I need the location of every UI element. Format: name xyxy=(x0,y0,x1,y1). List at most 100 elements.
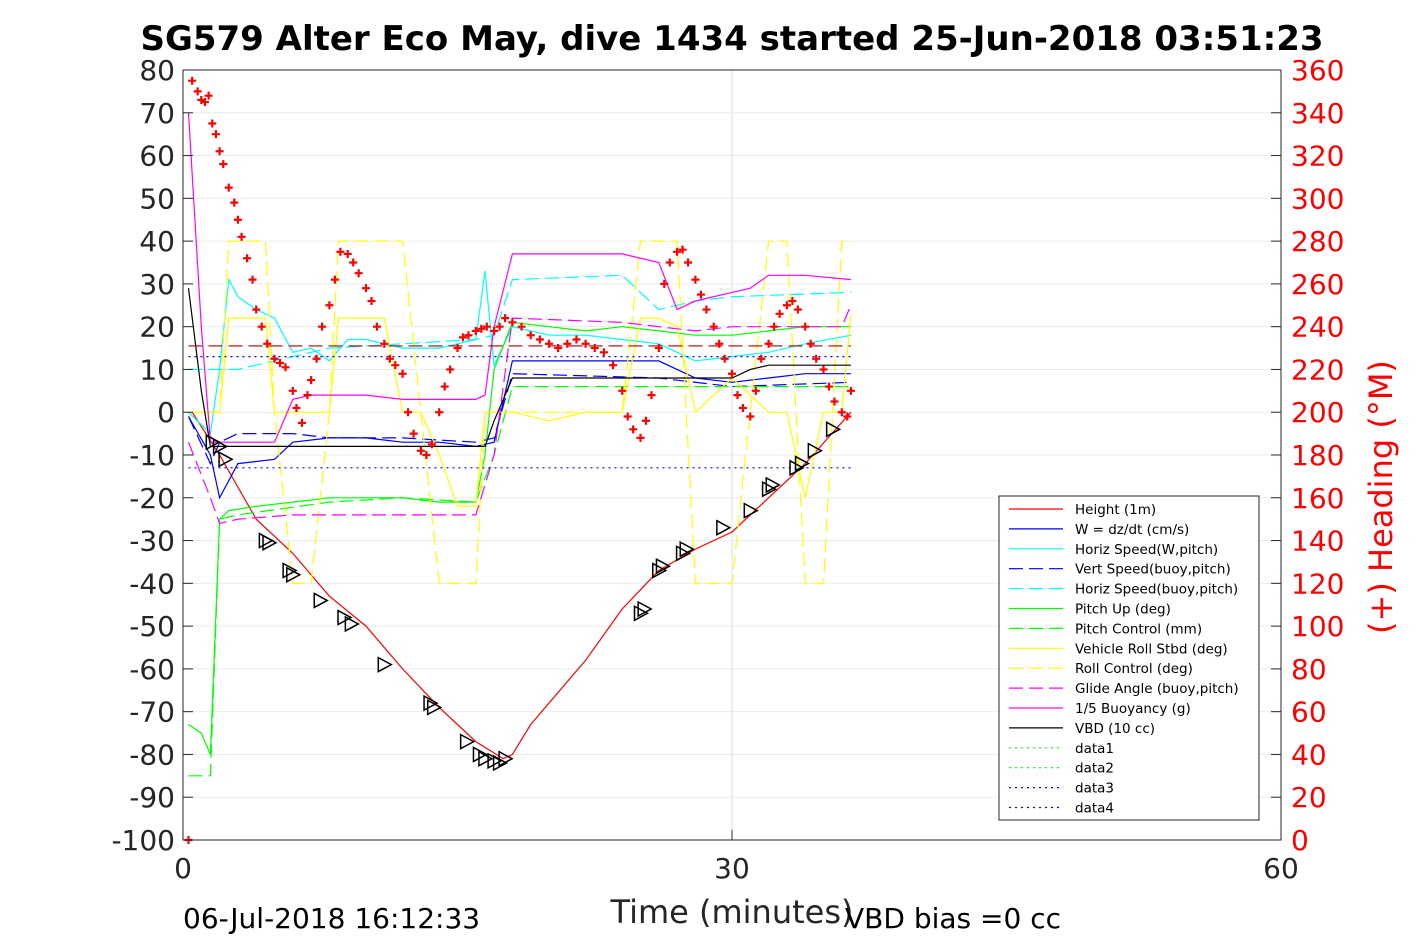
right-tick-label: 340 xyxy=(1291,97,1344,130)
left-tick-label: 50 xyxy=(139,182,175,215)
heading-point xyxy=(391,361,400,370)
heading-point xyxy=(733,391,742,400)
legend-label: VBD (10 cc) xyxy=(1075,721,1155,737)
heading-point xyxy=(581,339,590,348)
heading-point xyxy=(372,322,381,331)
heading-point xyxy=(647,391,656,400)
heading-point xyxy=(303,391,312,400)
depth-marker xyxy=(286,566,302,584)
left-tick-label: -60 xyxy=(129,653,175,686)
heading-point xyxy=(623,412,632,421)
left-tick-label: -30 xyxy=(129,525,175,558)
heading-point xyxy=(793,305,802,314)
heading-point xyxy=(243,254,252,263)
right-tick-label: 220 xyxy=(1291,353,1344,386)
heading-point xyxy=(275,359,284,368)
heading-point xyxy=(435,408,444,417)
depth-marker xyxy=(789,459,805,477)
heading-point xyxy=(318,322,327,331)
right-tick-label: 200 xyxy=(1291,396,1344,429)
heading-point xyxy=(801,322,810,331)
left-tick-label: 80 xyxy=(139,54,175,87)
left-tick-label: -90 xyxy=(129,781,175,814)
legend-label: Vert Speed(buoy,pitch) xyxy=(1075,562,1231,578)
heading-point xyxy=(830,397,839,406)
depth-marker xyxy=(262,534,278,551)
heading-point xyxy=(572,335,581,344)
heading-point xyxy=(464,331,473,340)
right-tick-label: 0 xyxy=(1291,824,1309,857)
depth-marker xyxy=(377,656,393,673)
heading-point xyxy=(788,297,797,305)
heading-point xyxy=(297,418,306,427)
heading-point xyxy=(563,339,572,348)
series-line-vbd-10-cc- xyxy=(187,288,851,447)
heading-point xyxy=(696,290,705,299)
legend-label: data4 xyxy=(1075,801,1114,817)
depth-marker xyxy=(652,562,668,579)
heading-point xyxy=(200,98,209,107)
heading-point xyxy=(292,403,301,412)
heading-point xyxy=(665,258,674,267)
heading-point xyxy=(281,363,290,372)
right-tick-label: 280 xyxy=(1291,225,1344,258)
heading-point xyxy=(446,365,455,374)
heading-point xyxy=(846,386,855,395)
series-line-1-5-buoyancy-g- xyxy=(187,112,851,443)
heading-point xyxy=(775,309,784,318)
heading-point xyxy=(495,322,504,331)
heading-point xyxy=(678,245,687,254)
heading-markers xyxy=(184,76,855,844)
heading-point xyxy=(193,87,202,96)
heading-point xyxy=(233,215,242,224)
heading-point xyxy=(453,344,462,353)
heading-point xyxy=(380,339,389,348)
heading-point xyxy=(385,354,394,363)
series-line-horiz-speed-buoy-pitch- xyxy=(188,274,851,370)
heading-point xyxy=(204,91,213,100)
depth-marker xyxy=(478,750,494,767)
depth-marker xyxy=(825,421,842,438)
heading-point xyxy=(545,339,553,348)
depth-marker xyxy=(492,754,509,772)
heading-point xyxy=(482,322,491,331)
left-tick-label: 0 xyxy=(157,396,175,429)
heading-point xyxy=(728,369,736,378)
right-tick-label: 40 xyxy=(1291,738,1327,771)
left-tick-label: -70 xyxy=(129,696,175,729)
heading-point xyxy=(219,160,228,169)
depth-marker xyxy=(472,746,489,763)
heading-point xyxy=(654,344,663,353)
right-tick-label: 300 xyxy=(1291,182,1344,215)
left-tick-label: -40 xyxy=(129,567,175,600)
depth-marker xyxy=(423,694,439,712)
heading-point xyxy=(362,284,370,293)
heading-point xyxy=(806,339,815,348)
heading-point xyxy=(343,249,352,258)
depth-marker xyxy=(218,451,234,468)
heading-point xyxy=(812,354,821,363)
depth-marker xyxy=(459,733,476,750)
depth-marker xyxy=(679,540,695,558)
heading-point xyxy=(508,318,517,327)
heading-point xyxy=(843,412,852,421)
heading-point xyxy=(270,354,279,363)
legend-label: 1/5 Buoyancy (g) xyxy=(1075,701,1191,717)
series-line-pitch-up-deg- xyxy=(188,321,851,755)
series-line-pitch-control-mm- xyxy=(188,386,851,777)
heading-point xyxy=(349,258,358,267)
series-line-glide-angle-buoy-pitch- xyxy=(187,305,852,525)
depth-marker xyxy=(205,433,221,451)
heading-point xyxy=(535,335,544,344)
heading-point xyxy=(709,322,718,331)
heading-point xyxy=(471,326,480,335)
x-axis-label: Time (minutes) xyxy=(610,893,854,931)
heading-point xyxy=(252,305,261,314)
left-tick-label: 60 xyxy=(139,140,175,173)
legend-label: Pitch Control (mm) xyxy=(1075,621,1202,637)
heading-point xyxy=(416,446,425,455)
heading-point xyxy=(691,275,700,284)
right-tick-label: 320 xyxy=(1291,140,1344,173)
depth-marker xyxy=(675,545,692,562)
depth-marker xyxy=(498,750,514,767)
